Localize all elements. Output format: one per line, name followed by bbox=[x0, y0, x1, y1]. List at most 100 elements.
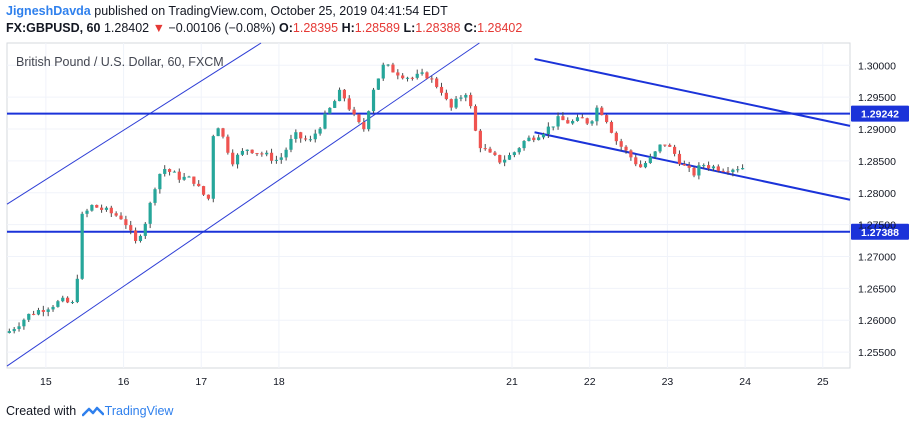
y-tick-label: 1.30000 bbox=[858, 60, 896, 72]
y-tick-label: 1.29000 bbox=[858, 124, 896, 136]
candle-body bbox=[255, 153, 259, 155]
candle-body bbox=[36, 310, 41, 315]
candle-body bbox=[187, 176, 191, 178]
candle-body bbox=[469, 94, 473, 107]
candle-body bbox=[211, 136, 215, 199]
candle-body bbox=[357, 114, 361, 123]
high-value: 1.28589 bbox=[354, 21, 400, 35]
candle-body bbox=[70, 302, 75, 304]
close-value: 1.28402 bbox=[477, 21, 523, 35]
candle-body bbox=[595, 107, 599, 122]
candle-body bbox=[605, 115, 609, 122]
y-tick-label: 1.29500 bbox=[858, 92, 896, 104]
candle-body bbox=[401, 75, 405, 79]
y-tick-label: 1.26500 bbox=[858, 283, 896, 295]
trendline[interactable] bbox=[534, 131, 851, 201]
x-tick-label: 17 bbox=[195, 376, 207, 388]
candle-body bbox=[405, 77, 410, 79]
candle-body bbox=[318, 128, 322, 134]
candle-body bbox=[119, 215, 123, 220]
candle-body bbox=[163, 169, 167, 174]
symbol-info: FX:GBPUSD, 60 1.28402 ▼ −0.00106 (−0.08%… bbox=[6, 21, 522, 35]
candle-body bbox=[177, 171, 181, 180]
price-axis[interactable]: 1.25500 1.26000 1.26500 1.27000 1.27500 1.280… bbox=[858, 60, 896, 359]
candle-body bbox=[566, 120, 570, 124]
candle-body bbox=[435, 78, 439, 87]
candle-body bbox=[639, 164, 643, 168]
level-price-badge bbox=[851, 223, 909, 240]
candle-body bbox=[663, 144, 667, 146]
candle-body bbox=[85, 210, 89, 214]
candle-body bbox=[303, 138, 308, 140]
candle-body bbox=[333, 101, 337, 108]
y-tick-label: 1.27500 bbox=[858, 220, 896, 232]
candle-body bbox=[66, 297, 70, 303]
candle-body bbox=[367, 111, 371, 130]
high-label: H: bbox=[341, 21, 355, 35]
level-price-badge bbox=[851, 105, 909, 122]
candle-body bbox=[143, 223, 147, 236]
x-tick-label: 16 bbox=[118, 376, 130, 388]
candle-body bbox=[231, 152, 235, 165]
candle-body bbox=[571, 121, 575, 124]
candle-body bbox=[673, 146, 677, 154]
candle-body bbox=[512, 152, 516, 156]
candle-body bbox=[614, 132, 618, 142]
candle-body bbox=[420, 72, 424, 74]
candle-body bbox=[153, 189, 157, 203]
candle-body bbox=[600, 107, 604, 116]
time-axis[interactable]: 15 16 17 18 21 22 23 24 25 bbox=[40, 376, 829, 388]
y-tick-label: 1.25500 bbox=[858, 347, 896, 359]
candle-body bbox=[731, 169, 735, 173]
candle-body bbox=[245, 149, 249, 151]
candle-body bbox=[308, 139, 313, 141]
plot-background bbox=[6, 42, 851, 369]
trendline[interactable] bbox=[6, 42, 480, 367]
candle-body bbox=[32, 313, 36, 315]
candle-body bbox=[328, 107, 332, 114]
candle-body bbox=[362, 122, 366, 130]
candle-body bbox=[129, 225, 133, 231]
candle-body bbox=[507, 155, 512, 160]
chart-title: British Pound / U.S. Dollar, 60, FXCM bbox=[16, 55, 224, 69]
candle-body bbox=[561, 116, 565, 121]
candle-body bbox=[250, 149, 254, 154]
x-tick-label: 23 bbox=[662, 376, 674, 388]
candle-body bbox=[439, 86, 444, 93]
candle-body bbox=[235, 154, 240, 165]
open-label: O: bbox=[279, 21, 293, 35]
candle-body bbox=[99, 207, 104, 210]
author-name[interactable]: JigneshDavda bbox=[6, 4, 91, 18]
trendline[interactable] bbox=[534, 57, 851, 127]
candle-body bbox=[425, 72, 429, 79]
trendlines[interactable] bbox=[6, 42, 851, 367]
candle-body bbox=[51, 306, 55, 310]
horizontal-levels[interactable]: 1.29242 1.27388 bbox=[7, 105, 909, 240]
candle-body bbox=[17, 326, 21, 330]
candle-body bbox=[736, 169, 740, 171]
grid-lines bbox=[7, 43, 850, 368]
candle-body bbox=[483, 148, 487, 150]
candle-body bbox=[415, 73, 419, 78]
candle-body bbox=[279, 157, 283, 160]
trendline[interactable] bbox=[6, 42, 262, 205]
tradingview-brand-link[interactable]: TradingView bbox=[104, 404, 174, 418]
candle-body bbox=[546, 126, 550, 135]
candle-body bbox=[697, 165, 701, 176]
candle-body bbox=[687, 165, 691, 168]
price-chart[interactable]: 1.29242 1.27388 1.25500 1.26000 1.26500 1.27… bbox=[0, 37, 916, 399]
candle-body bbox=[221, 128, 225, 137]
candle-body bbox=[643, 162, 648, 168]
candle-body bbox=[386, 64, 390, 66]
candle-body bbox=[104, 207, 109, 210]
candle-body bbox=[133, 230, 138, 241]
candle-body bbox=[216, 128, 220, 137]
level-price-label: 1.27388 bbox=[861, 227, 899, 239]
candle-body bbox=[430, 78, 434, 80]
candle-body bbox=[27, 313, 31, 320]
candle-body bbox=[740, 168, 745, 170]
y-tick-label: 1.28000 bbox=[858, 188, 896, 200]
x-tick-label: 22 bbox=[584, 376, 596, 388]
candle-body bbox=[464, 94, 468, 98]
close-label: C: bbox=[463, 21, 478, 35]
